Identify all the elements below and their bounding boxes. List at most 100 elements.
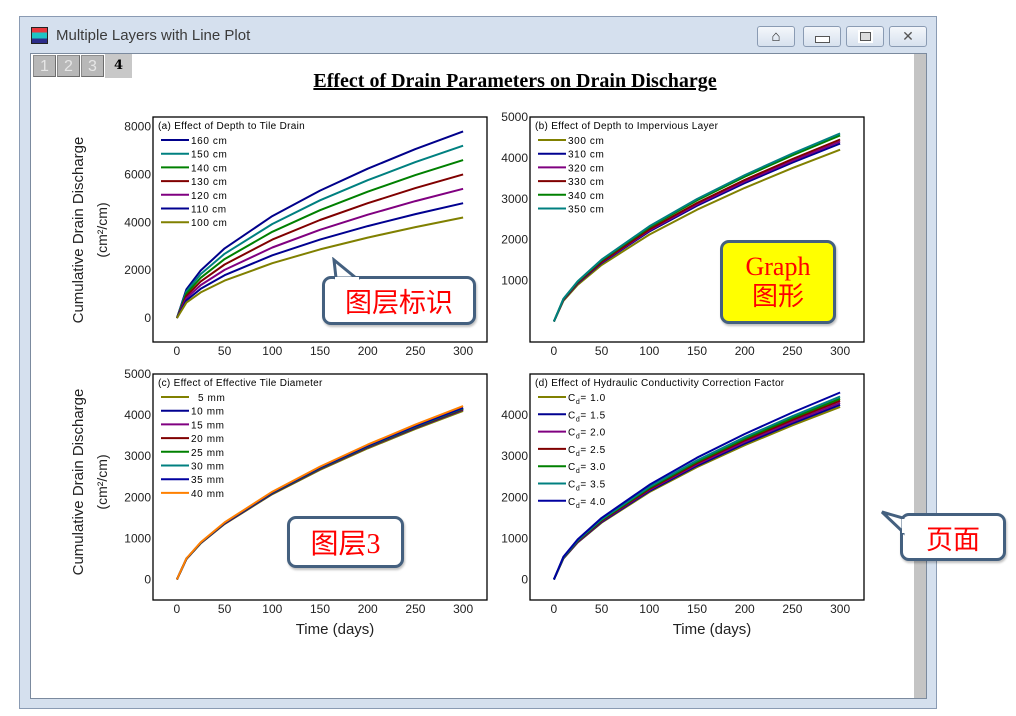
legend-label: Cd= 3.0 (568, 462, 606, 475)
y-tick-label: 2000 (124, 263, 151, 277)
x-tick-label: 200 (358, 344, 378, 358)
legend-label: 30 mm (191, 462, 225, 473)
page-callout: 页面 (900, 513, 1006, 561)
x-tick-label: 300 (453, 344, 473, 358)
y-tick-label: 4000 (124, 408, 151, 422)
legend-label: 5 mm (198, 393, 225, 404)
y-tick-label: 0 (521, 572, 528, 586)
legend-label: Cd= 1.5 (568, 410, 606, 423)
legend-label: Cd= 3.5 (568, 480, 606, 493)
y-tick-label: 2000 (501, 233, 528, 247)
layer-tab-1[interactable]: 1 (33, 55, 56, 77)
y-tick-label: 5000 (124, 367, 151, 381)
series-line-120-cm (175, 187, 464, 319)
x-tick-label: 300 (453, 602, 473, 616)
legend-label: 310 cm (568, 150, 604, 161)
x-tick-label: 150 (310, 602, 330, 616)
legend-label: Cd= 2.0 (568, 428, 606, 441)
legend-label: 35 mm (191, 475, 225, 486)
x-tick-label: 50 (218, 344, 232, 358)
legend-label: 340 cm (568, 191, 604, 202)
x-tick-label: 100 (262, 344, 282, 358)
y-tick-label: 2000 (124, 490, 151, 504)
y-tick-label: 8000 (124, 120, 151, 134)
home-icon: ⌂ (771, 28, 781, 45)
x-tick-label: 150 (687, 344, 707, 358)
series-line-150-cm (175, 144, 464, 319)
x-tick-label: 0 (551, 602, 558, 616)
legend-title: (c) Effect of Effective Tile Diameter (158, 378, 323, 389)
x-tick-label: 250 (405, 602, 425, 616)
y-tick-label: 2000 (501, 490, 528, 504)
series-line-40-mm (175, 405, 464, 580)
layer-id-callout: 图层标识 (322, 276, 476, 325)
close-icon: ✕ (902, 28, 914, 44)
window-title: Multiple Layers with Line Plot (56, 27, 251, 44)
x-tick-label: 200 (735, 344, 755, 358)
legend-label: 120 cm (191, 191, 227, 202)
y-tick-label: 3000 (124, 449, 151, 463)
legend-label: 110 cm (191, 205, 227, 216)
legend-label: 15 mm (191, 420, 225, 431)
legend-label: Cd= 2.5 (568, 445, 606, 458)
series-line-110-cm (176, 202, 464, 319)
x-axis-label: Time (days) (673, 621, 752, 638)
series-line-100-cm (176, 216, 464, 319)
page-callout-pointer (880, 510, 908, 536)
legend-label: 160 cm (191, 136, 227, 147)
legend-title: (d) Effect of Hydraulic Conductivity Cor… (535, 378, 785, 389)
legend-label: 320 cm (568, 163, 604, 174)
minimize-button[interactable] (803, 26, 841, 47)
y-tick-label: 0 (144, 572, 151, 586)
legend-title: (a) Effect of Depth to Tile Drain (158, 121, 305, 132)
chart-d: 0 50 100 150 200 250 30001000200030004000Time … (501, 373, 865, 638)
y-tick-label: 4000 (501, 151, 528, 165)
close-button[interactable]: ✕ (889, 26, 927, 47)
x-tick-label: 300 (830, 344, 850, 358)
maximize-button[interactable] (846, 26, 884, 47)
y-axis-label: Cumulative Drain Discharge (70, 137, 87, 324)
layer-tab-3[interactable]: 3 (81, 55, 104, 77)
legend-label: 330 cm (568, 177, 604, 188)
x-tick-label: 50 (595, 344, 609, 358)
x-tick-label: 100 (639, 602, 659, 616)
series-line-130-cm (175, 173, 464, 319)
x-tick-label: 100 (639, 344, 659, 358)
page-callout-text: 页面 (926, 524, 980, 555)
graph-callout: Graph 图形 (720, 240, 836, 324)
x-tick-label: 250 (782, 602, 802, 616)
legend-label: 350 cm (568, 205, 604, 216)
x-tick-label: 250 (405, 344, 425, 358)
y-tick-label: 1000 (124, 531, 151, 545)
x-tick-label: 50 (595, 602, 609, 616)
legend-label: Cd= 1.0 (568, 393, 606, 406)
y-tick-label: 0 (144, 311, 151, 325)
y-tick-label: 3000 (501, 449, 528, 463)
x-tick-label: 200 (358, 602, 378, 616)
x-tick-label: 150 (310, 344, 330, 358)
x-tick-label: 0 (174, 602, 181, 616)
minimize-icon (814, 36, 830, 43)
maximize-icon (857, 30, 873, 43)
x-tick-label: 150 (687, 602, 707, 616)
legend-label: Cd= 4.0 (568, 497, 606, 510)
home-button[interactable]: ⌂ (757, 26, 795, 47)
y-axis-unit: (cm²/cm) (94, 202, 110, 257)
layer-tab-4[interactable]: 4 (105, 54, 132, 78)
page-title: Effect of Drain Parameters on Drain Disc… (313, 70, 717, 92)
legend-label: 150 cm (191, 150, 227, 161)
layer3-callout: 图层3 (287, 516, 404, 568)
legend-label: 10 mm (191, 407, 225, 418)
chart-c: 0 50 100 150 200 250 300010002000300040005000T… (70, 367, 488, 638)
layer-tab-2[interactable]: 2 (57, 55, 80, 77)
series-line-140-cm (175, 159, 464, 319)
y-tick-label: 1000 (501, 531, 528, 545)
legend-label: 300 cm (568, 136, 604, 147)
series-line-350-cm (552, 132, 841, 322)
x-axis-label: Time (days) (296, 621, 375, 638)
legend-label: 25 mm (191, 448, 225, 459)
x-tick-label: 0 (551, 344, 558, 358)
title-bar[interactable]: Multiple Layers with Line Plot ⌂ ✕ (20, 17, 936, 53)
chart-a: 0 50 100 150 200 250 300 0 2000 4000 6000 8000 Cumul… (70, 116, 488, 358)
